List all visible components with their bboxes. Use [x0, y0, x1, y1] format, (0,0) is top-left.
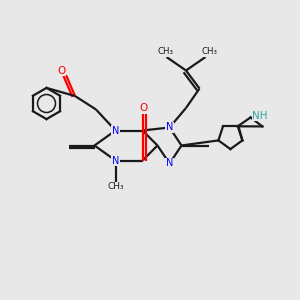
Text: N: N [166, 122, 173, 133]
Text: CH₃: CH₃ [202, 47, 218, 56]
Text: N: N [112, 155, 119, 166]
Text: CH₃: CH₃ [157, 47, 173, 56]
Text: N: N [112, 125, 119, 136]
Text: CH₃: CH₃ [107, 182, 124, 191]
Text: O: O [139, 103, 147, 113]
Text: N: N [166, 158, 173, 169]
Text: NH: NH [252, 111, 268, 121]
Text: O: O [57, 65, 66, 76]
